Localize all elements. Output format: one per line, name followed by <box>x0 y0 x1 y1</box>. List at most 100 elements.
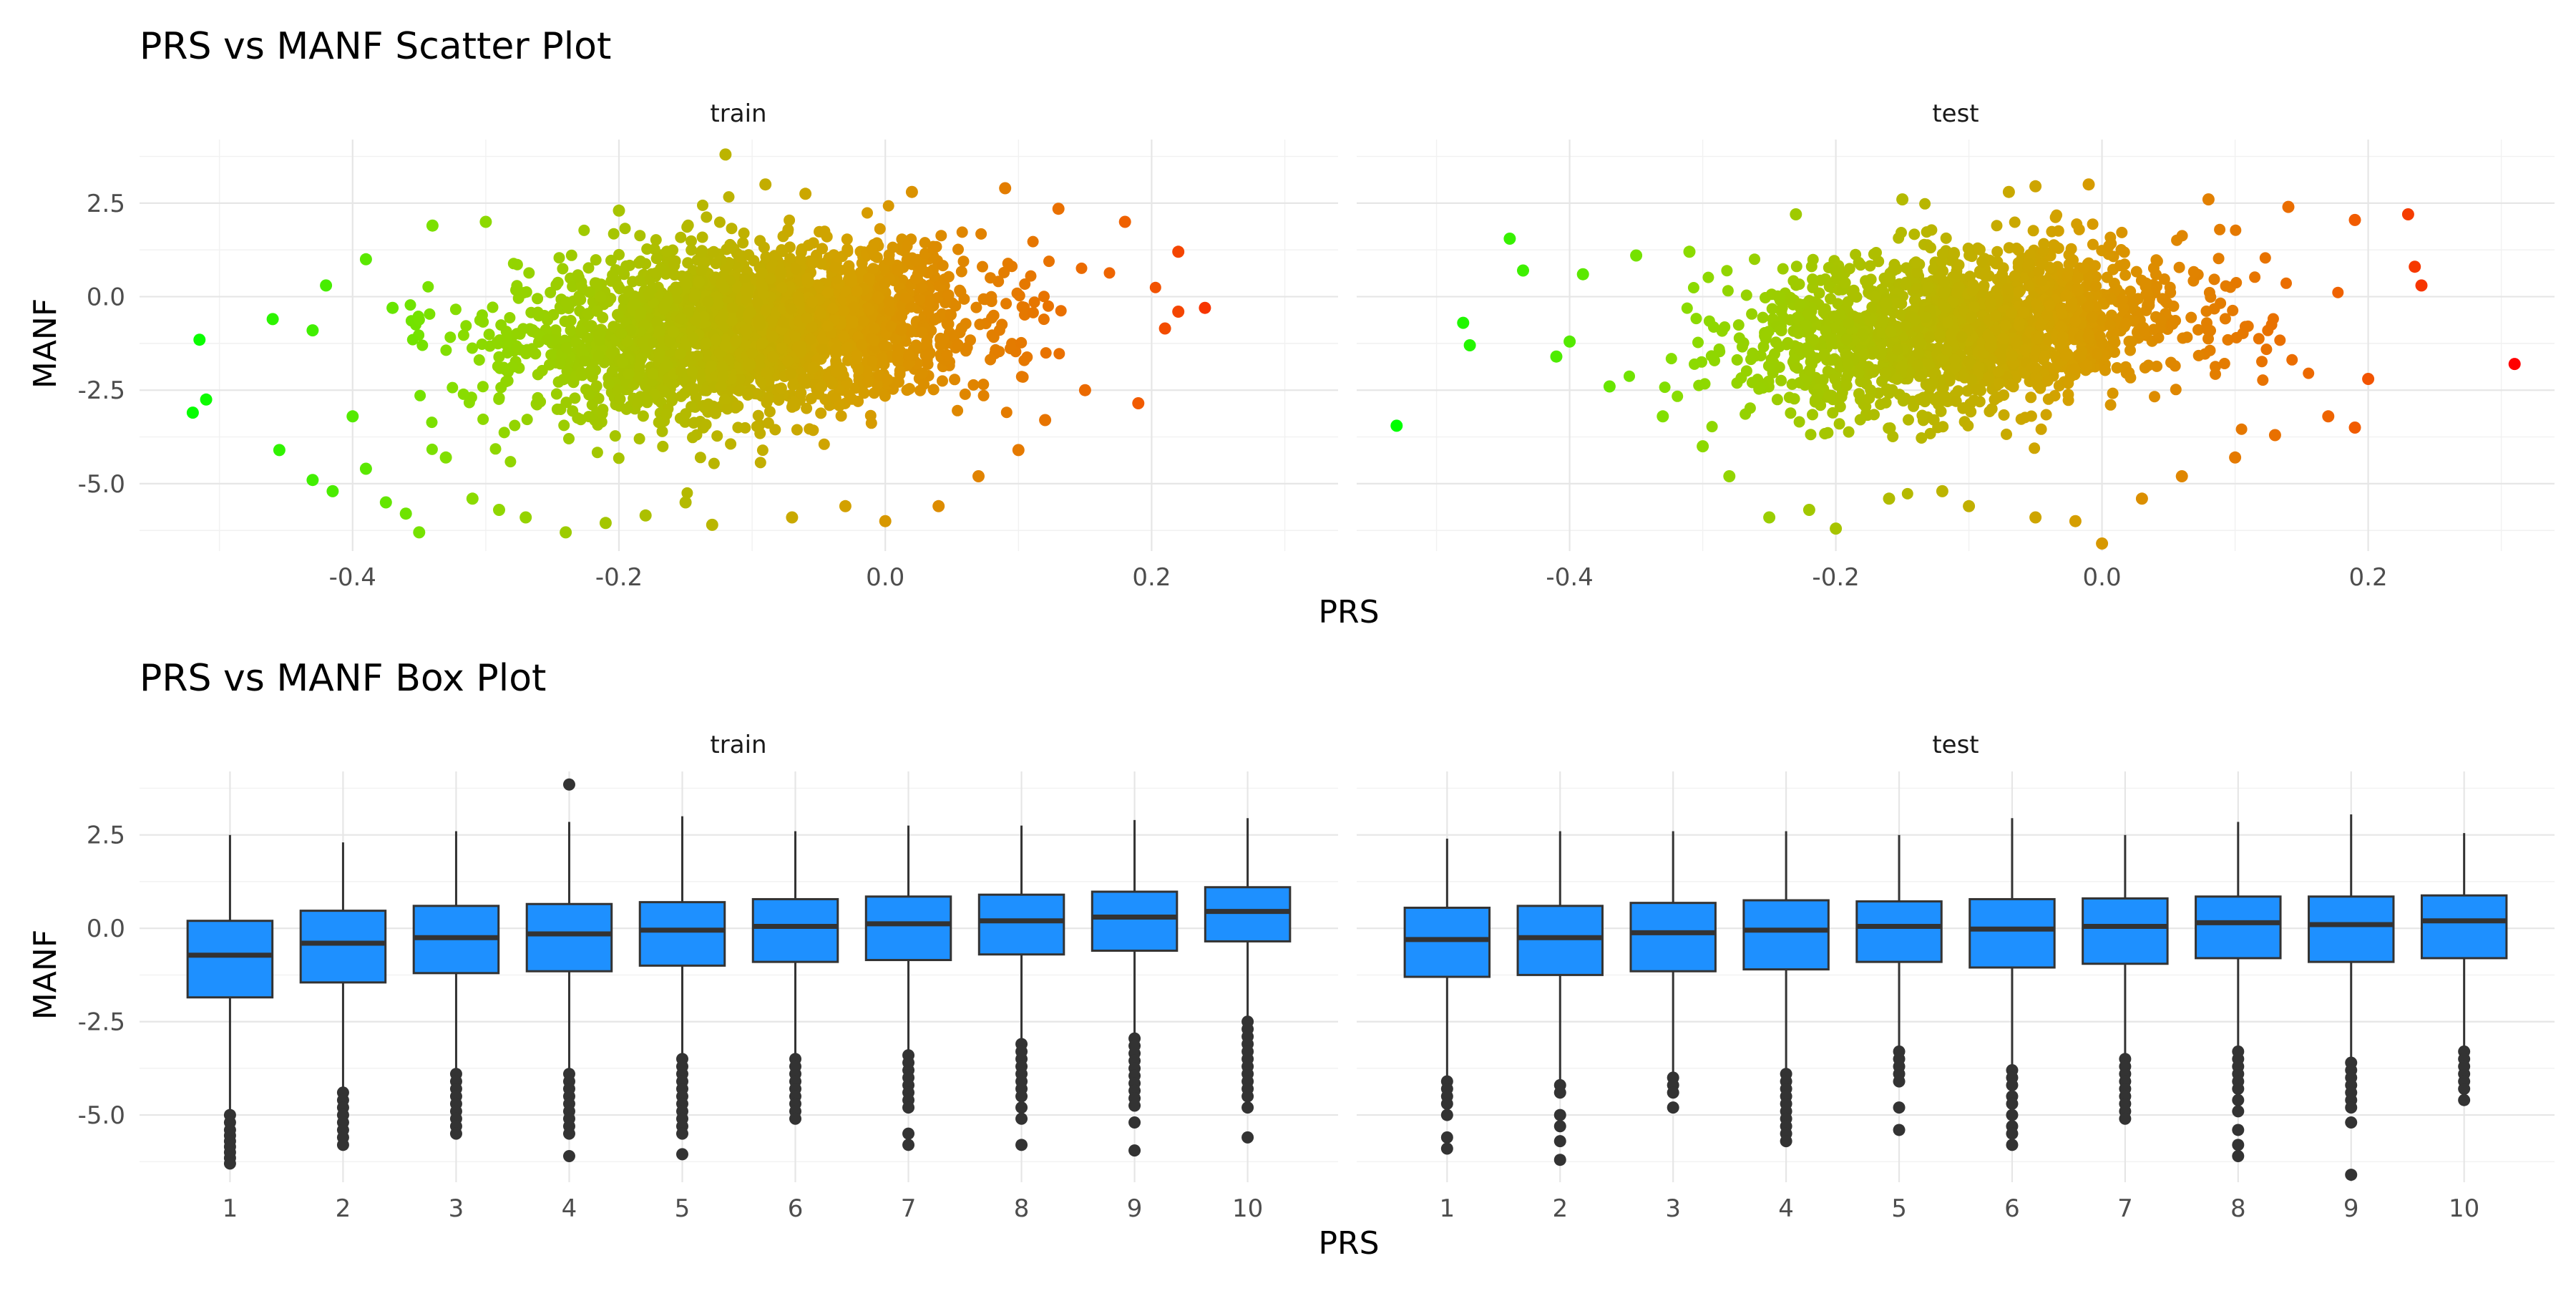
scatter-cloud-point <box>610 264 622 276</box>
scatter-cloud-point <box>2087 238 2099 250</box>
scatter-cloud-point <box>1745 354 1757 366</box>
scatter-cloud-point <box>2044 299 2056 311</box>
scatter-point <box>320 279 333 292</box>
scatter-cloud-point <box>701 211 713 223</box>
scatter-cloud-point <box>742 389 754 401</box>
scatter-cloud-point <box>643 288 655 301</box>
scatter-cloud-point <box>2095 314 2107 326</box>
scatter-cloud-point <box>807 257 819 269</box>
scatter-cloud-point <box>1864 260 1876 272</box>
scatter-cloud-point <box>1018 301 1030 313</box>
box-x-tick-label: 2 <box>336 1194 351 1223</box>
scatter-cloud-point <box>2222 333 2234 346</box>
box-category-7 <box>864 825 952 1151</box>
scatter-point <box>519 511 532 524</box>
scatter-cloud-point <box>974 318 986 331</box>
scatter-cloud-point <box>1006 338 1018 350</box>
box-x-tick-label: 5 <box>1891 1194 1907 1223</box>
scatter-cloud-point <box>582 308 594 320</box>
scatter-cloud-point <box>719 339 731 351</box>
scatter-cloud-point <box>2029 362 2041 374</box>
scatter-point <box>2401 208 2414 220</box>
scatter-cloud-point <box>776 342 788 354</box>
scatter-cloud-point <box>903 349 914 361</box>
scatter-cloud-point <box>457 329 469 341</box>
scatter-cloud-point <box>517 323 530 335</box>
scatter-cloud-point <box>1996 268 2009 281</box>
scatter-cloud-point <box>867 263 879 275</box>
scatter-cloud-point <box>782 355 794 367</box>
scatter-panel-test: -0.4 -0.2 0.0 0.2 <box>1357 140 2555 592</box>
scatter-cloud-point <box>829 261 841 273</box>
scatter-cloud-point <box>1993 377 2005 389</box>
scatter-cloud-point <box>2119 318 2132 330</box>
scatter-cloud-point <box>733 373 746 385</box>
scatter-cloud-point <box>2041 375 2054 387</box>
scatter-cloud-point <box>2117 302 2129 314</box>
scatter-cloud-point <box>1866 301 1878 313</box>
scatter-cloud-point <box>1788 393 1800 405</box>
scatter-cloud-point <box>760 304 772 316</box>
scatter-cloud-point <box>2286 354 2298 366</box>
box-outlier <box>1440 1097 1453 1110</box>
scatter-cloud-point <box>691 350 703 362</box>
scatter-cloud-point <box>998 266 1010 278</box>
box-category-2 <box>1516 831 1604 1166</box>
scatter-cloud-point <box>511 258 523 271</box>
scatter-cloud-point <box>899 292 912 304</box>
scatter-cloud-point <box>2000 319 2012 331</box>
scatter-cloud-point <box>1690 313 1702 325</box>
scatter-cloud-point <box>1775 374 1787 386</box>
box-outlier <box>1241 1090 1254 1103</box>
scatter-cloud-point <box>698 311 710 323</box>
scatter-cloud-point <box>2009 270 2021 282</box>
scatter-cloud-point <box>1006 260 1018 273</box>
box-outlier <box>2458 1083 2471 1096</box>
box-category-4 <box>1742 831 1830 1148</box>
scatter-cloud-point <box>726 223 738 235</box>
scatter-cloud-point <box>2109 284 2122 296</box>
scatter-cloud-point <box>650 234 662 246</box>
box-category-7 <box>2082 834 2169 1125</box>
scatter-cloud-point <box>592 349 605 361</box>
scatter-cloud-point <box>413 313 425 326</box>
scatter-cloud-point <box>477 316 489 328</box>
scatter-cloud-point <box>756 278 768 289</box>
scatter-cloud-point <box>718 394 731 406</box>
scatter-cloud-point <box>874 223 886 235</box>
scatter-cloud-point <box>841 286 853 298</box>
scatter-point <box>1199 301 1211 314</box>
scatter-cloud-point <box>1933 399 1944 410</box>
scatter-cloud-point <box>2192 349 2205 361</box>
scatter-cloud-point <box>795 387 807 399</box>
scatter-cloud-point <box>688 416 700 429</box>
scatter-cloud-point <box>863 303 875 316</box>
scatter-cloud-point <box>729 336 741 347</box>
scatter-cloud-point <box>558 419 570 432</box>
scatter-point <box>905 185 918 198</box>
box-outlier <box>1893 1101 1906 1114</box>
scatter-cloud-point <box>660 408 673 420</box>
box-x-tick-label: 8 <box>2230 1194 2246 1223</box>
scatter-cloud-point <box>613 248 625 260</box>
scatter-cloud-point <box>797 373 809 385</box>
scatter-cloud-point <box>851 349 863 361</box>
scatter-cloud-point <box>477 413 489 425</box>
scatter-cloud-point <box>1793 416 1805 428</box>
scatter-cloud-point <box>2072 284 2084 296</box>
box-outlier <box>2232 1093 2245 1106</box>
scatter-cloud-point <box>756 267 768 279</box>
scatter-cloud-point <box>1936 352 1948 364</box>
box-category-8 <box>977 825 1065 1151</box>
scatter-cloud-point <box>784 214 796 226</box>
scatter-x-tick-label: 0.2 <box>1132 563 1171 592</box>
scatter-cloud-point <box>901 240 913 252</box>
scatter-cloud-point <box>2274 334 2286 346</box>
scatter-cloud-point <box>2056 308 2068 320</box>
scatter-cloud-point <box>2125 296 2137 308</box>
scatter-cloud-point <box>1823 389 1835 401</box>
scatter-cloud-point <box>763 392 776 404</box>
scatter-point <box>1118 215 1131 228</box>
scatter-point <box>2175 470 2188 482</box>
scatter-cloud-point <box>2082 330 2094 342</box>
